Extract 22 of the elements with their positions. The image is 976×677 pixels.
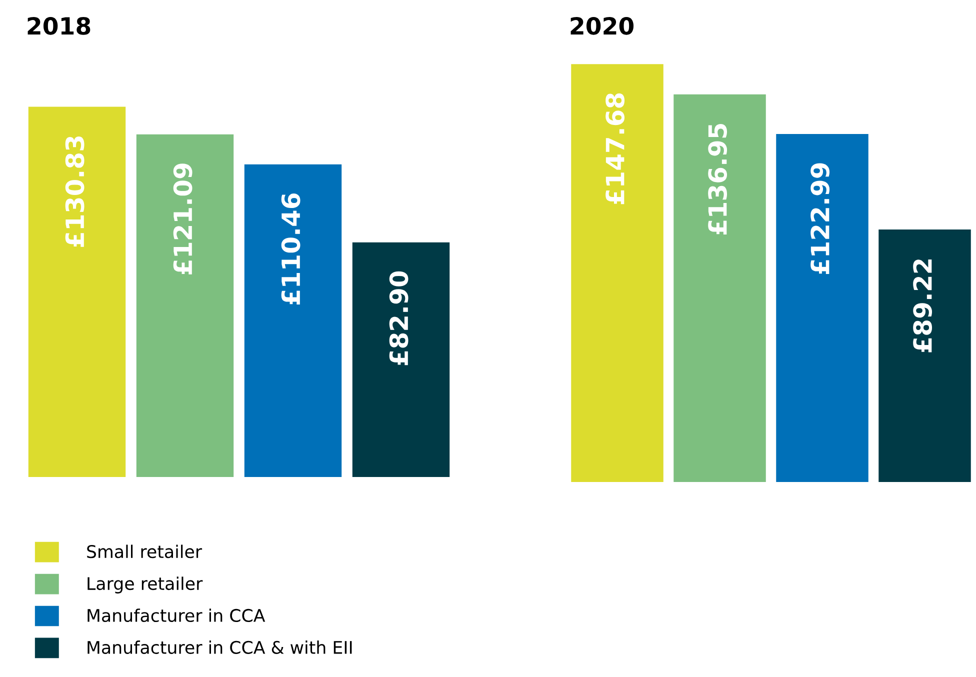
data-label: £147.68 [606, 93, 625, 204]
data-label: £110.46 [281, 194, 300, 305]
bar [571, 64, 664, 482]
data-label: £122.99 [810, 163, 830, 274]
data-label: £121.09 [173, 164, 192, 274]
chart-title: 2018 [28, 16, 90, 35]
bar [674, 94, 766, 482]
data-label: £82.90 [389, 271, 408, 366]
legend-label: Small retailer [87, 544, 202, 558]
legend-label: Manufacturer in CCA & with EII [88, 640, 352, 654]
data-label: £136.95 [708, 124, 728, 235]
legend-label: Manufacturer in CCA [88, 608, 266, 622]
data-label: £130.83 [65, 136, 84, 247]
chart-title: 2020 [570, 16, 634, 35]
bar [352, 242, 450, 477]
bar [28, 106, 126, 477]
bar [878, 230, 971, 482]
data-label: £89.22 [913, 259, 932, 352]
bar [136, 134, 234, 477]
bar [776, 134, 868, 482]
bar [244, 164, 342, 477]
legend-label: Large retailer [88, 576, 203, 594]
